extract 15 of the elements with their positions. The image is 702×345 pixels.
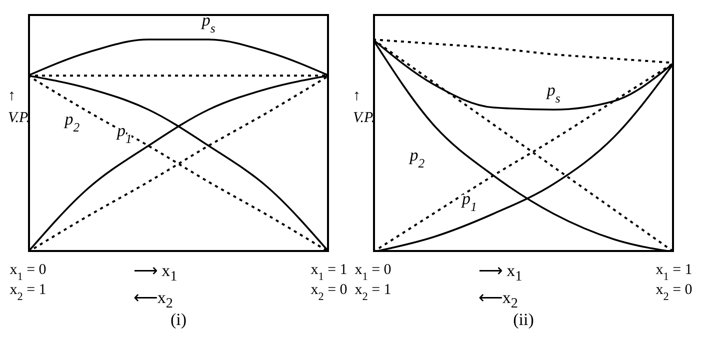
y-axis-title: ↑ V.P. <box>8 87 31 128</box>
x-tick-label: x$_{1}$ = 0 x$_{2}$ = 1 <box>10 262 46 303</box>
x-axis-title: ⟶ x$_{1}$ ⟵x$_{2}$ <box>478 261 522 312</box>
series-label: p$_{2}$ <box>64 109 80 134</box>
text: (ii) <box>512 310 535 330</box>
x-tick-label: x$_{1}$ = 0 x$_{2}$ = 1 <box>354 262 392 303</box>
series-label: p$_{s}$ <box>546 80 560 106</box>
text: (i) <box>169 310 188 330</box>
series-label: p$_{1}$ <box>460 188 477 214</box>
series-label: p$_{s}$ <box>200 10 216 36</box>
series-label: p$_{2}$ <box>408 146 426 170</box>
x-tick-label: x$_{1}$ = 1 x$_{2}$ = 0 <box>310 262 348 303</box>
y-axis-title: ↑ V.P. <box>353 87 376 128</box>
x-axis-title: ⟶ x$_{1}$ ⟵x$_{2}$ <box>133 261 178 312</box>
x-tick-label: x$_{1}$ = 1 x$_{2}$ = 0 <box>656 262 692 303</box>
